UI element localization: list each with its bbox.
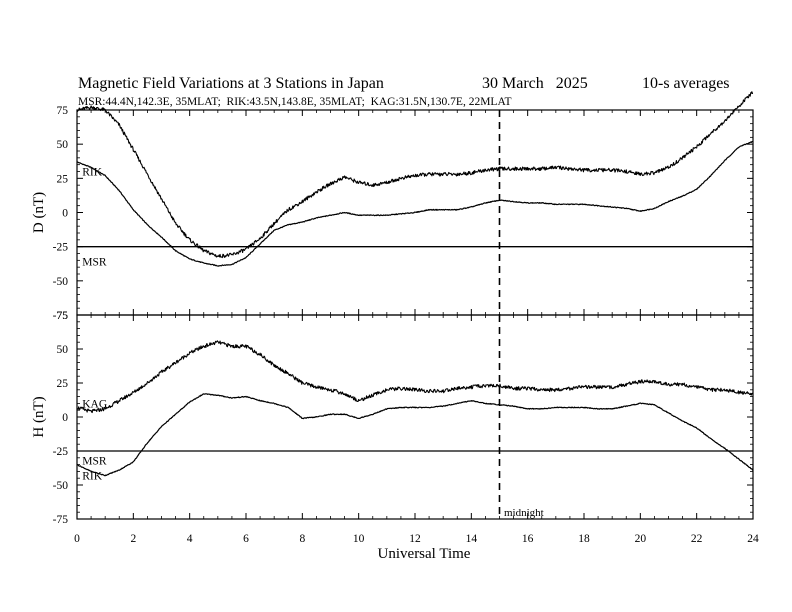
x-tick-label: 0 <box>74 533 80 545</box>
series-line-kag <box>76 340 754 414</box>
station-coordinates: MSR:44.4N,142.3E, 35MLAT; RIK:43.5N,143.… <box>78 96 512 108</box>
station-label-kag: KAG <box>82 398 107 410</box>
y-tick-label: -75 <box>53 310 69 322</box>
y-tick-label: 0 <box>62 208 68 220</box>
y-axis-title: D (nT) <box>31 192 47 233</box>
series-line-kag <box>76 91 754 259</box>
x-tick-label: 20 <box>635 533 647 545</box>
panel-frame <box>76 314 754 520</box>
y-tick-label: 50 <box>57 139 69 151</box>
x-tick-label: 4 <box>187 533 193 545</box>
plot-panels: 75 50 25 0 -25 -50 -75 D (nT) RIK MSR 75 50 25 0 -25 -5… <box>31 91 759 545</box>
x-tick-label: 16 <box>522 533 534 545</box>
chart-averaging: 10-s averages <box>642 75 730 92</box>
chart-date: 30 March 2025 <box>482 75 588 92</box>
y-tick-label: 75 <box>57 105 69 117</box>
station-label-msr: MSR <box>82 257 107 269</box>
y-tick-label: -50 <box>53 276 69 288</box>
panel-h: 75 50 25 0 -25 -50 -75 H (nT) KAG MSR RIK <box>31 310 754 526</box>
midnight-label: midnight <box>504 507 544 519</box>
panel-d: 75 50 25 0 -25 -50 -75 D (nT) RIK MSR <box>31 91 754 322</box>
x-tick-label: 18 <box>578 533 590 545</box>
station-label-msr: MSR <box>82 456 107 468</box>
y-tick-label: -25 <box>53 242 69 254</box>
y-tick-label: -25 <box>53 446 69 458</box>
y-tick-label: 25 <box>57 378 69 390</box>
x-tick-label: 2 <box>130 533 136 545</box>
x-tick-label: 6 <box>243 533 249 545</box>
x-tick-label: 14 <box>466 533 478 545</box>
station-label-rik: RIK <box>82 470 103 482</box>
series-line-rik <box>76 393 754 477</box>
station-label-rik: RIK <box>82 167 103 179</box>
x-tick-label: 24 <box>747 533 759 545</box>
series-line-rik <box>76 140 754 267</box>
x-axis-title: Universal Time <box>378 546 471 562</box>
y-axis-title: H (nT) <box>31 396 47 437</box>
x-tick-label: 10 <box>353 533 365 545</box>
y-tick-label: 50 <box>57 344 69 356</box>
y-tick-label: 75 <box>57 310 69 322</box>
x-tick-label: 8 <box>299 533 305 545</box>
x-tick-label: 12 <box>409 533 421 545</box>
y-tick-label: -75 <box>53 514 69 526</box>
y-tick-label: -50 <box>53 480 69 492</box>
y-tick-label: 25 <box>57 173 69 185</box>
y-tick-label: 0 <box>62 412 68 424</box>
x-tick-label: 22 <box>691 533 703 545</box>
chart-title: Magnetic Field Variations at 3 Stations … <box>78 75 384 92</box>
